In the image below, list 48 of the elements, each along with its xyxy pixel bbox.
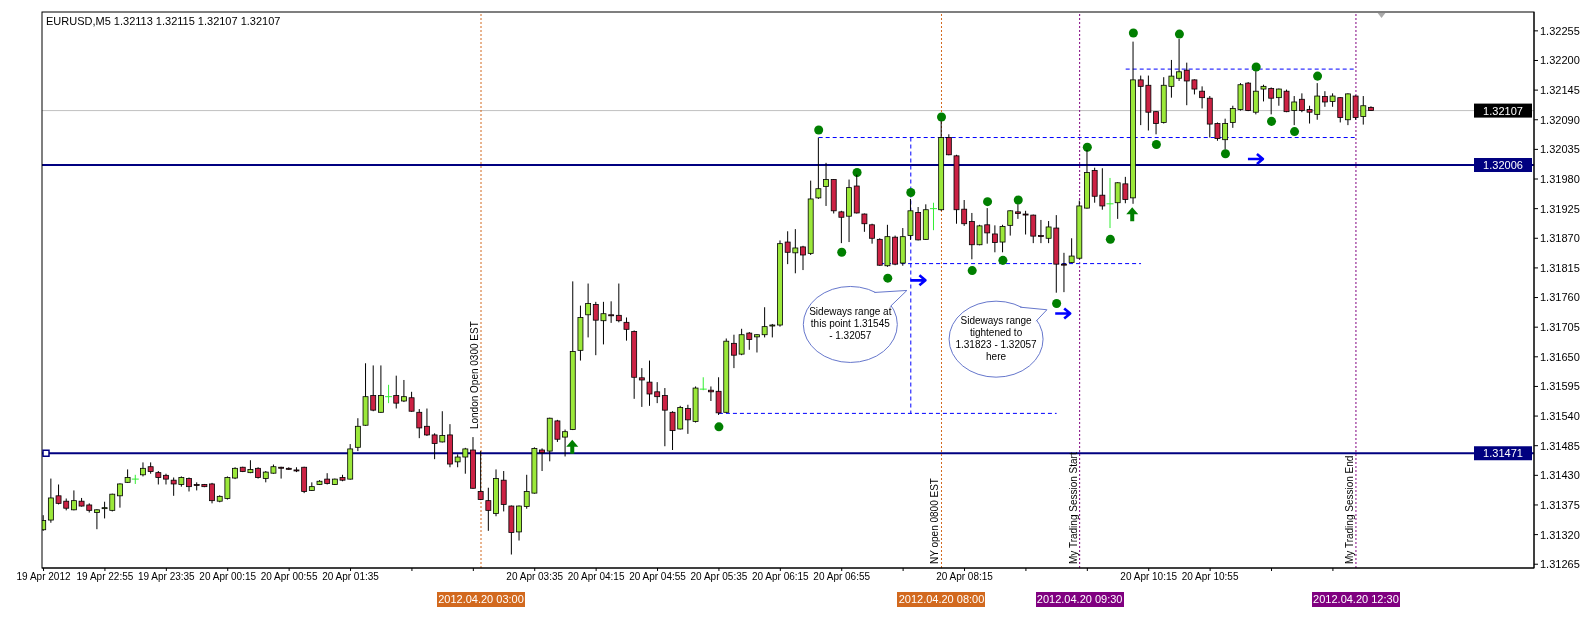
x-tick-label: 19 Apr 2012 [16,571,71,583]
x-tick-label: 20 Apr 04:55 [629,571,687,583]
y-tick-label: 1.31430 [1540,469,1580,482]
text: 2012.04.20 03:00 [437,592,525,607]
y-tick-label: 1.31485 [1540,439,1580,452]
y-tick-label: 1.32090 [1540,113,1580,126]
y-tick-label: 1.31705 [1540,321,1580,334]
ref-line-label: 1.32006 [1483,159,1523,172]
x-tick-label: 20 Apr 06:55 [813,571,871,583]
y-tick-label: 1.31650 [1540,350,1580,363]
text: 2012.04.20 09:30 [1035,592,1124,607]
x-tick-label: 20 Apr 00:55 [260,571,318,583]
y-tick-label: 1.31815 [1540,261,1580,274]
y-tick-label: 1.31925 [1540,202,1580,215]
y-tick-label: 1.31595 [1540,380,1580,393]
x-tick-label: 20 Apr 10:55 [1181,571,1239,583]
x-tick-label: 20 Apr 05:35 [690,571,748,583]
y-tick-label: 1.31265 [1540,558,1580,571]
y-tick-label: 1.31375 [1540,498,1580,511]
x-tick-label: 20 Apr 10:15 [1120,571,1178,583]
x-tick-label: 20 Apr 08:15 [936,571,994,583]
y-tick-label: 1.31760 [1540,291,1580,304]
y-tick-label: 1.32200 [1540,54,1580,67]
ref-line-label: My Trading Session End [1343,455,1355,564]
x-tick-label: 20 Apr 04:15 [567,571,625,583]
y-tick-label: 1.31540 [1540,409,1580,422]
ref-line-label: My Trading Session Start [1067,452,1079,564]
y-tick-label: 1.32255 [1540,24,1580,37]
text: 2012.04.20 12:30 [1311,592,1400,607]
y-tick-label: 1.31320 [1540,528,1580,541]
annotation: Sideways range tightened to 1.31823 - 1.32057 here [954,314,1038,365]
x-tick-label: 20 Apr 01:35 [322,571,380,583]
x-tick-label: 19 Apr 22:55 [76,571,134,583]
y-tick-label: 1.31980 [1540,172,1580,185]
ref-line-label: London Open 0300 EST [469,321,480,430]
x-tick-label: 20 Apr 00:15 [199,571,257,583]
annotation: Sideways range at this point 1.31545 - 1.32057 [808,305,893,344]
text: 2012.04.20 08:00 [897,592,986,607]
x-tick-label: 19 Apr 23:35 [137,571,196,583]
x-tick-label: 20 Apr 03:35 [506,571,564,583]
y-tick-label: 1.32145 [1540,84,1580,97]
y-tick-label: 1.32035 [1540,143,1580,156]
ref-line-label: NY open 0800 EST [929,478,941,564]
y-tick-label: 1.31870 [1540,232,1580,245]
chart-title: EURUSD,M5 1.32113 1.32115 1.32107 1.32107 [46,15,281,27]
ref-line-label: 1.32107 [1483,104,1523,117]
ref-line-label: 1.31471 [1483,447,1523,460]
x-tick-label: 20 Apr 06:15 [751,571,810,583]
